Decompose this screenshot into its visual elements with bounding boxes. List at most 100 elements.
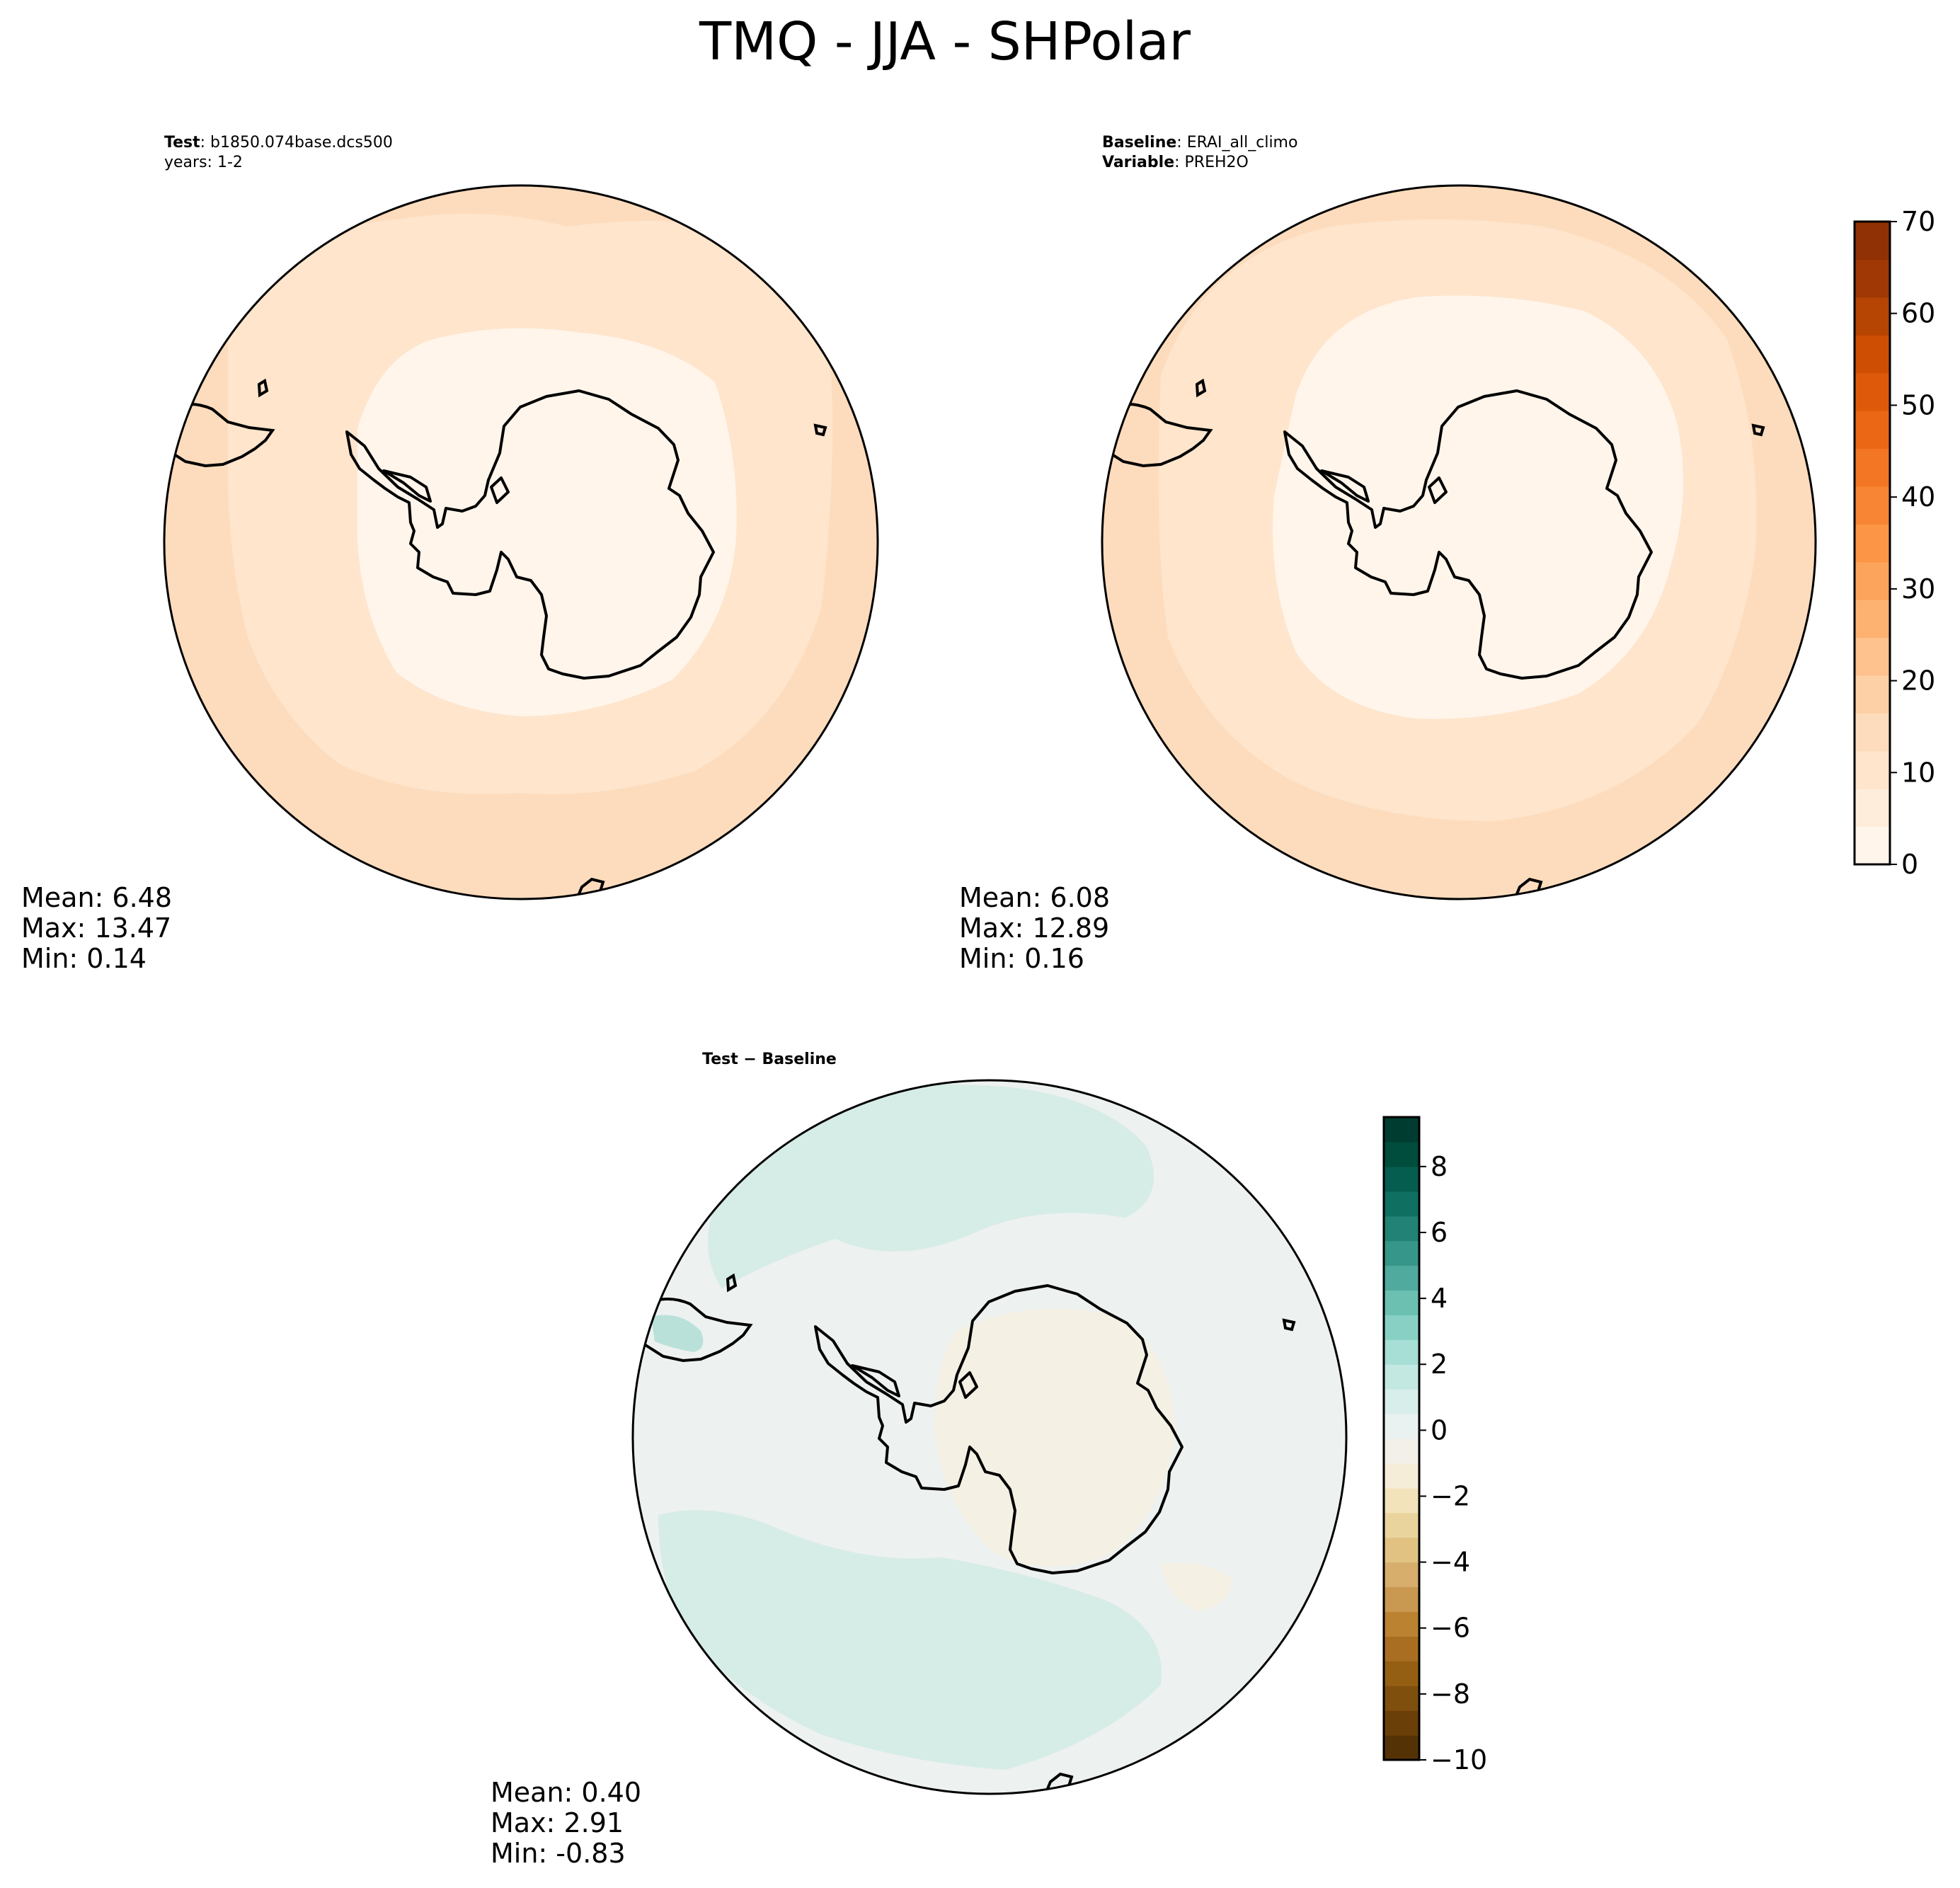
colorbar-segment [1855,600,1890,639]
colorbar-segment [1855,222,1890,261]
colorbar-tick-label: 8 [1431,1151,1448,1182]
panel-baseline-stats-max: Max: 12.89 [959,912,1109,944]
colorbar-segment [1384,1389,1419,1414]
colorbar-segment [1384,1191,1419,1217]
colorbar-segment [1855,826,1890,865]
colorbar-segment [1855,713,1890,752]
colorbar-segment [1855,297,1890,336]
panel-diff-stats-mean: Mean: 0.40 [491,1777,641,1808]
colorbar-segment [1384,1463,1419,1489]
colorbar-segment [1384,1735,1419,1761]
coastline-kerguelen [1282,1318,1296,1332]
colorbar-segment [1855,335,1890,374]
colorbar-segment [1384,1438,1419,1464]
colorbar-segment [1855,750,1890,789]
figure-title: TMQ - JJA - SHPolar [699,11,1191,72]
panel-diff-boundary [631,1079,1348,1795]
panel-test-boundary [163,184,879,900]
colorbar-tick-label: −2 [1431,1480,1470,1511]
colorbar-frame [1853,220,1891,866]
colorbar-segment [1384,1562,1419,1588]
colorbar-segment [1384,1339,1419,1365]
panel-test-stats-min: Min: 0.14 [21,943,147,974]
colorbar-diff: 8 6 4 2 0 −2 −4 −6 −8 −10 [1382,1116,1487,1775]
colorbar-tick-label: 70 [1901,206,1935,237]
colorbar-segment [1855,486,1890,525]
panel-test-years: years: 1-2 [164,154,243,171]
colorbar-frame [1382,1116,1421,1761]
colorbar-segment [1384,1636,1419,1661]
colorbar-segment [1855,372,1890,411]
colorbar-segment [1384,1686,1419,1711]
colorbar-segment [1384,1487,1419,1514]
colorbar-segment [1855,524,1890,563]
colorbar-segment [1384,1611,1419,1637]
panel-diff-stats-min: Min: -0.83 [491,1838,626,1869]
panel-diff-map: Test − Baseline Mean: 0.40 Max: 2.91 Min… [491,1051,1348,1869]
panel-baseline-variable: Variable: PREH2O [1102,154,1249,171]
colorbar-segment [1384,1141,1419,1167]
colorbar-segment [1384,1117,1419,1143]
colorbar-segment [1384,1166,1419,1192]
colorbar-tick-label: 10 [1901,757,1935,788]
panel-baseline-boundary [1101,184,1817,900]
colorbar-tick-label: 40 [1901,481,1935,513]
colorbar-segment [1855,561,1890,600]
colorbar-segment [1855,675,1890,714]
coastline-kerguelen [813,423,827,437]
colorbar-segment [1384,1240,1419,1266]
colorbar-segment [1384,1586,1419,1613]
colorbar-tick-label: 6 [1431,1217,1448,1248]
colorbar-segment [1384,1364,1419,1390]
colorbar-tick-label: 60 [1901,298,1935,329]
colorbar-segment [1855,789,1890,828]
colorbar-segment [1384,1315,1419,1340]
colorbar-segment [1384,1290,1419,1315]
colorbar-segment [1384,1414,1419,1439]
field-diff-teal-north [708,1084,1154,1288]
panel-test-stats-mean: Mean: 6.48 [21,882,172,913]
colorbar-segment [1384,1537,1419,1563]
colorbar-segment [1384,1661,1419,1686]
coastline-falklands [1195,378,1207,398]
field-inner-band [1273,295,1683,719]
colorbar-tick-label: 4 [1431,1283,1448,1314]
colorbar-segment [1384,1215,1419,1242]
colorbar-abs: 0 10 20 30 40 50 60 70 [1853,206,1935,880]
panel-baseline-map: Baseline: ERAI_all_climo Variable: PREH2… [959,134,1817,974]
colorbar-tick-label: 30 [1901,573,1935,605]
colorbar-segment [1855,448,1890,487]
colorbar-segment [1384,1710,1419,1736]
colorbar-tick-label: −4 [1431,1547,1470,1578]
colorbar-tick-label: 20 [1901,665,1935,697]
panel-test-label: Test: b1850.074base.dcs500 [164,134,393,151]
colorbar-segment [1384,1512,1419,1538]
field-diff-tan-center [934,1308,1175,1567]
panel-baseline-stats-mean: Mean: 6.08 [959,882,1110,913]
panel-test-map: Test: b1850.074base.dcs500 years: 1-2 Me… [21,134,879,974]
colorbar-segment [1855,259,1890,298]
coastline-falklands [726,1273,738,1293]
field-diff-tan-right [1161,1562,1232,1610]
colorbar-tick-label: −6 [1431,1613,1470,1644]
colorbar-tick-label: 2 [1431,1349,1448,1380]
field-diff-teal-south [658,1510,1162,1770]
coastline-falklands [257,378,269,398]
coastline-kerguelen [1751,423,1765,437]
field-inner-band [357,328,737,717]
colorbar-tick-label: 0 [1431,1414,1448,1446]
colorbar-tick-label: 50 [1901,389,1935,420]
panel-diff-title: Test − Baseline [702,1051,837,1068]
colorbar-tick-label: −10 [1431,1744,1487,1775]
colorbar-tick-label: 0 [1901,849,1918,880]
colorbar-tick-label: −8 [1431,1678,1470,1710]
colorbar-segment [1855,637,1890,676]
field-diff-teal-sa [651,1315,704,1352]
panel-diff-stats-max: Max: 2.91 [491,1807,624,1838]
panel-baseline-stats-min: Min: 0.16 [959,943,1084,974]
panel-test-stats-max: Max: 13.47 [21,912,171,944]
colorbar-segment [1855,411,1890,450]
panel-baseline-label: Baseline: ERAI_all_climo [1102,134,1297,151]
colorbar-segment [1384,1265,1419,1291]
